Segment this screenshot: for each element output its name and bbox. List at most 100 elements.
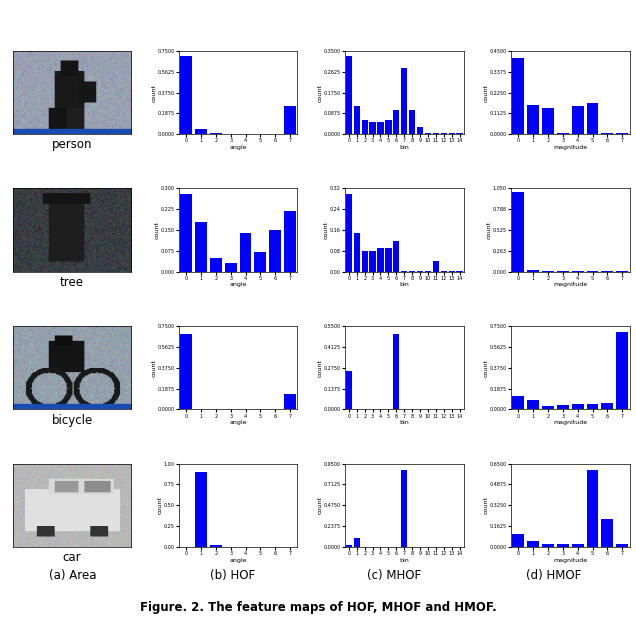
X-axis label: angle: angle	[230, 558, 247, 562]
Y-axis label: count: count	[151, 83, 156, 102]
Bar	[210, 545, 222, 547]
Bar	[513, 534, 524, 547]
Bar	[586, 404, 598, 410]
X-axis label: car: car	[63, 551, 81, 564]
Bar	[457, 270, 463, 272]
Bar	[269, 230, 281, 272]
Bar	[602, 519, 613, 547]
Bar	[180, 57, 192, 134]
Bar	[448, 409, 455, 410]
Bar	[572, 404, 584, 410]
Bar	[527, 270, 539, 272]
Bar	[401, 67, 408, 134]
Bar	[441, 133, 447, 134]
Text: (b) HOF: (b) HOF	[210, 569, 254, 582]
X-axis label: angle: angle	[230, 420, 247, 425]
Bar	[361, 120, 368, 134]
Bar	[354, 538, 360, 547]
Text: Figure. 2. The feature maps of HOF, MHOF and HMOF.: Figure. 2. The feature maps of HOF, MHOF…	[140, 601, 496, 614]
Bar	[180, 334, 192, 410]
Bar	[409, 270, 415, 272]
Bar	[354, 106, 360, 134]
Bar	[425, 133, 431, 134]
Bar	[393, 334, 399, 410]
Bar	[210, 133, 222, 134]
Bar	[457, 133, 463, 134]
Bar	[417, 409, 423, 410]
Bar	[361, 409, 368, 410]
Bar	[448, 133, 455, 134]
Bar	[195, 472, 207, 547]
Bar	[225, 263, 237, 272]
Bar	[284, 106, 296, 134]
X-axis label: bicycle: bicycle	[52, 413, 93, 427]
Bar	[542, 406, 554, 410]
Text: (d) HMOF: (d) HMOF	[526, 569, 581, 582]
Bar	[254, 252, 266, 272]
Bar	[586, 470, 598, 547]
Y-axis label: count: count	[487, 221, 492, 239]
Bar	[527, 401, 539, 410]
Bar	[432, 133, 439, 134]
Y-axis label: count: count	[483, 496, 488, 515]
Bar	[346, 371, 352, 410]
Bar	[425, 270, 431, 272]
Bar	[401, 470, 408, 547]
Bar	[572, 106, 584, 134]
Bar	[180, 194, 192, 272]
Bar	[409, 409, 415, 410]
Y-axis label: count: count	[155, 221, 159, 239]
Bar	[425, 409, 431, 410]
Bar	[441, 270, 447, 272]
Bar	[616, 544, 628, 547]
Bar	[346, 545, 352, 547]
X-axis label: tree: tree	[60, 276, 84, 289]
Bar	[385, 249, 392, 272]
X-axis label: person: person	[52, 139, 92, 151]
Bar	[195, 222, 207, 272]
Bar	[401, 270, 408, 272]
Bar	[385, 409, 392, 410]
Text: (c) MHOF: (c) MHOF	[367, 569, 422, 582]
Bar	[393, 111, 399, 134]
Bar	[432, 409, 439, 410]
Bar	[513, 59, 524, 134]
Bar	[370, 122, 376, 134]
Text: (a) Area: (a) Area	[50, 569, 97, 582]
Y-axis label: count: count	[151, 359, 156, 377]
Bar	[557, 544, 569, 547]
Bar	[572, 544, 584, 547]
Bar	[284, 394, 296, 410]
X-axis label: magnitude: magnitude	[553, 558, 588, 562]
Bar	[542, 108, 554, 134]
Bar	[393, 240, 399, 272]
Bar	[586, 103, 598, 134]
Bar	[441, 409, 447, 410]
Bar	[432, 261, 439, 272]
X-axis label: magnitude: magnitude	[553, 145, 588, 150]
Bar	[377, 249, 384, 272]
Bar	[602, 403, 613, 410]
Bar	[346, 193, 352, 272]
Bar	[527, 541, 539, 547]
X-axis label: angle: angle	[230, 145, 247, 150]
Bar	[385, 120, 392, 134]
Y-axis label: count: count	[317, 496, 322, 515]
Bar	[417, 127, 423, 134]
Bar	[377, 409, 384, 410]
Bar	[401, 409, 408, 410]
Bar	[354, 409, 360, 410]
Bar	[370, 409, 376, 410]
Y-axis label: count: count	[317, 359, 322, 377]
Bar	[542, 544, 554, 547]
Bar	[616, 331, 628, 410]
Bar	[370, 251, 376, 272]
Y-axis label: count: count	[317, 83, 322, 102]
Bar	[354, 233, 360, 272]
Bar	[346, 55, 352, 134]
Bar	[527, 104, 539, 134]
X-axis label: angle: angle	[230, 282, 247, 287]
Y-axis label: count: count	[483, 359, 488, 377]
Y-axis label: count: count	[157, 496, 162, 515]
Bar	[240, 233, 251, 272]
